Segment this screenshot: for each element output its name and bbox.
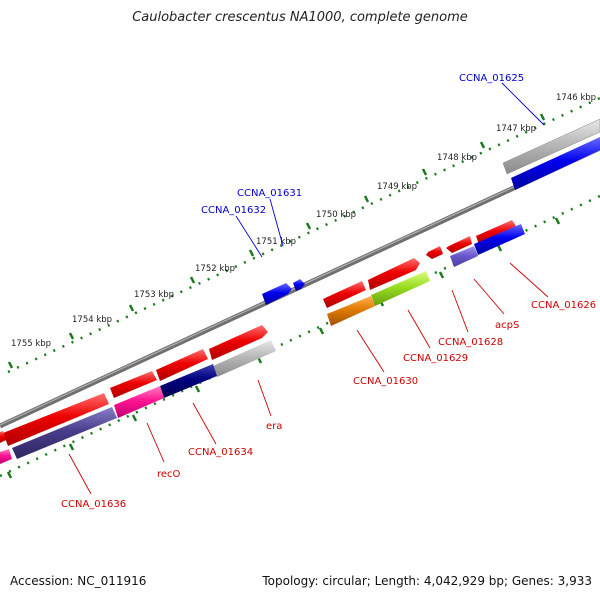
gene-reco-feature[interactable]: [114, 386, 164, 418]
tick-mark: [68, 332, 75, 340]
gene-label-ccna-01629[interactable]: CCNA_01629: [403, 353, 468, 364]
gene-label-ccna-01632[interactable]: CCNA_01632: [201, 205, 266, 216]
leader-line: [451, 289, 469, 333]
tick-mark: [194, 385, 201, 393]
tick-mark: [189, 276, 196, 284]
gene-label-ccna-01634[interactable]: CCNA_01634: [188, 447, 253, 458]
tick-mark: [7, 361, 14, 369]
tick-mark: [363, 195, 370, 203]
label-leaders: [68, 82, 549, 495]
gene-label-ccna-01636[interactable]: CCNA_01636: [61, 499, 126, 510]
gene-label-ccna-01631[interactable]: CCNA_01631: [237, 188, 302, 199]
tick-mark: [68, 443, 75, 451]
leader-line: [269, 198, 284, 247]
gene-ccna-01636-feature[interactable]: [12, 407, 117, 459]
tick-label: 1752 kbp: [195, 264, 235, 274]
forward-features: [262, 118, 600, 305]
tick-mark: [318, 327, 325, 335]
gene-feature-red[interactable]: [209, 325, 268, 360]
gene-ccna-01625-feature[interactable]: [502, 118, 600, 175]
map-title: Caulobacter crescentus NA1000, complete …: [132, 10, 468, 25]
tick-mark: [539, 113, 546, 121]
tick-label: 1755 kbp: [11, 339, 51, 349]
gene-era-feature[interactable]: [213, 340, 276, 377]
gene-ccna-01630-feature[interactable]: [327, 296, 375, 326]
tick-mark: [6, 471, 13, 479]
tick-label: 1748 kbp: [437, 153, 477, 163]
tick-mark: [438, 271, 445, 279]
tick-mark: [128, 304, 135, 312]
gene-feature-pink[interactable]: [0, 449, 12, 464]
gene-acps-feature[interactable]: [474, 224, 525, 255]
inner-major-ticks: [6, 217, 561, 479]
gene-label-acps[interactable]: acpS: [495, 320, 519, 331]
tick-label: 1750 kbp: [316, 210, 356, 220]
leader-line: [501, 82, 545, 126]
gene-label-ccna-01626[interactable]: CCNA_01626: [531, 300, 596, 311]
leader-line: [235, 215, 263, 258]
gene-feature-red[interactable]: [476, 220, 516, 245]
genome-summary-text: Topology: circular; Length: 4,042,929 bp…: [262, 574, 592, 588]
gene-feature-red[interactable]: [368, 258, 420, 290]
tick-mark: [496, 244, 503, 252]
gene-label-ccna-01630[interactable]: CCNA_01630: [353, 376, 418, 387]
leader-line: [509, 262, 549, 298]
tick-mark: [248, 249, 255, 257]
gene-feature-red[interactable]: [446, 236, 472, 253]
accession-text: Accession: NC_011916: [10, 574, 147, 588]
tick-label: 1751 kbp: [256, 237, 296, 247]
gene-ccna-01626-blue-feature[interactable]: [511, 137, 600, 190]
leader-line: [257, 379, 272, 417]
gene-feature-red[interactable]: [426, 246, 443, 259]
leader-line: [473, 278, 505, 315]
gene-label-ccna-01628[interactable]: CCNA_01628: [438, 337, 503, 348]
tick-label: 1749 kbp: [377, 182, 417, 192]
gene-ccna-01634-feature[interactable]: [160, 364, 217, 398]
tick-mark: [305, 222, 312, 230]
tick-label: 1746 kbp: [556, 93, 596, 103]
gene-feature-red[interactable]: [0, 431, 6, 443]
tick-label: 1753 kbp: [134, 290, 174, 300]
gene-label-era[interactable]: era: [266, 421, 282, 432]
major-ticks: [7, 113, 546, 369]
gene-feature-red[interactable]: [110, 371, 157, 398]
gene-feature-red[interactable]: [3, 393, 109, 446]
tick-mark: [554, 217, 561, 225]
leader-line: [68, 453, 92, 495]
leader-line: [356, 329, 385, 373]
gene-feature-red[interactable]: [323, 281, 366, 308]
gene-label-reco[interactable]: recO: [157, 469, 181, 480]
gene-ccna-01629-feature[interactable]: [371, 271, 430, 306]
gene-ccna-01628-feature[interactable]: [450, 246, 478, 267]
tick-label: 1754 kbp: [72, 315, 112, 325]
gene-ccna-01632-feature[interactable]: [262, 283, 292, 305]
leader-line: [146, 422, 165, 463]
gene-feature-red[interactable]: [156, 349, 208, 381]
tick-mark: [421, 168, 428, 176]
gene-ccna-01631-feature[interactable]: [293, 279, 305, 291]
reverse-features: [0, 137, 600, 464]
tick-label: 1747 kbp: [496, 124, 536, 134]
leader-line: [192, 402, 217, 445]
tick-mark: [479, 141, 486, 149]
leader-line: [407, 309, 431, 349]
tick-mark: [131, 414, 138, 422]
gene-label-ccna-01625[interactable]: CCNA_01625: [459, 73, 524, 84]
